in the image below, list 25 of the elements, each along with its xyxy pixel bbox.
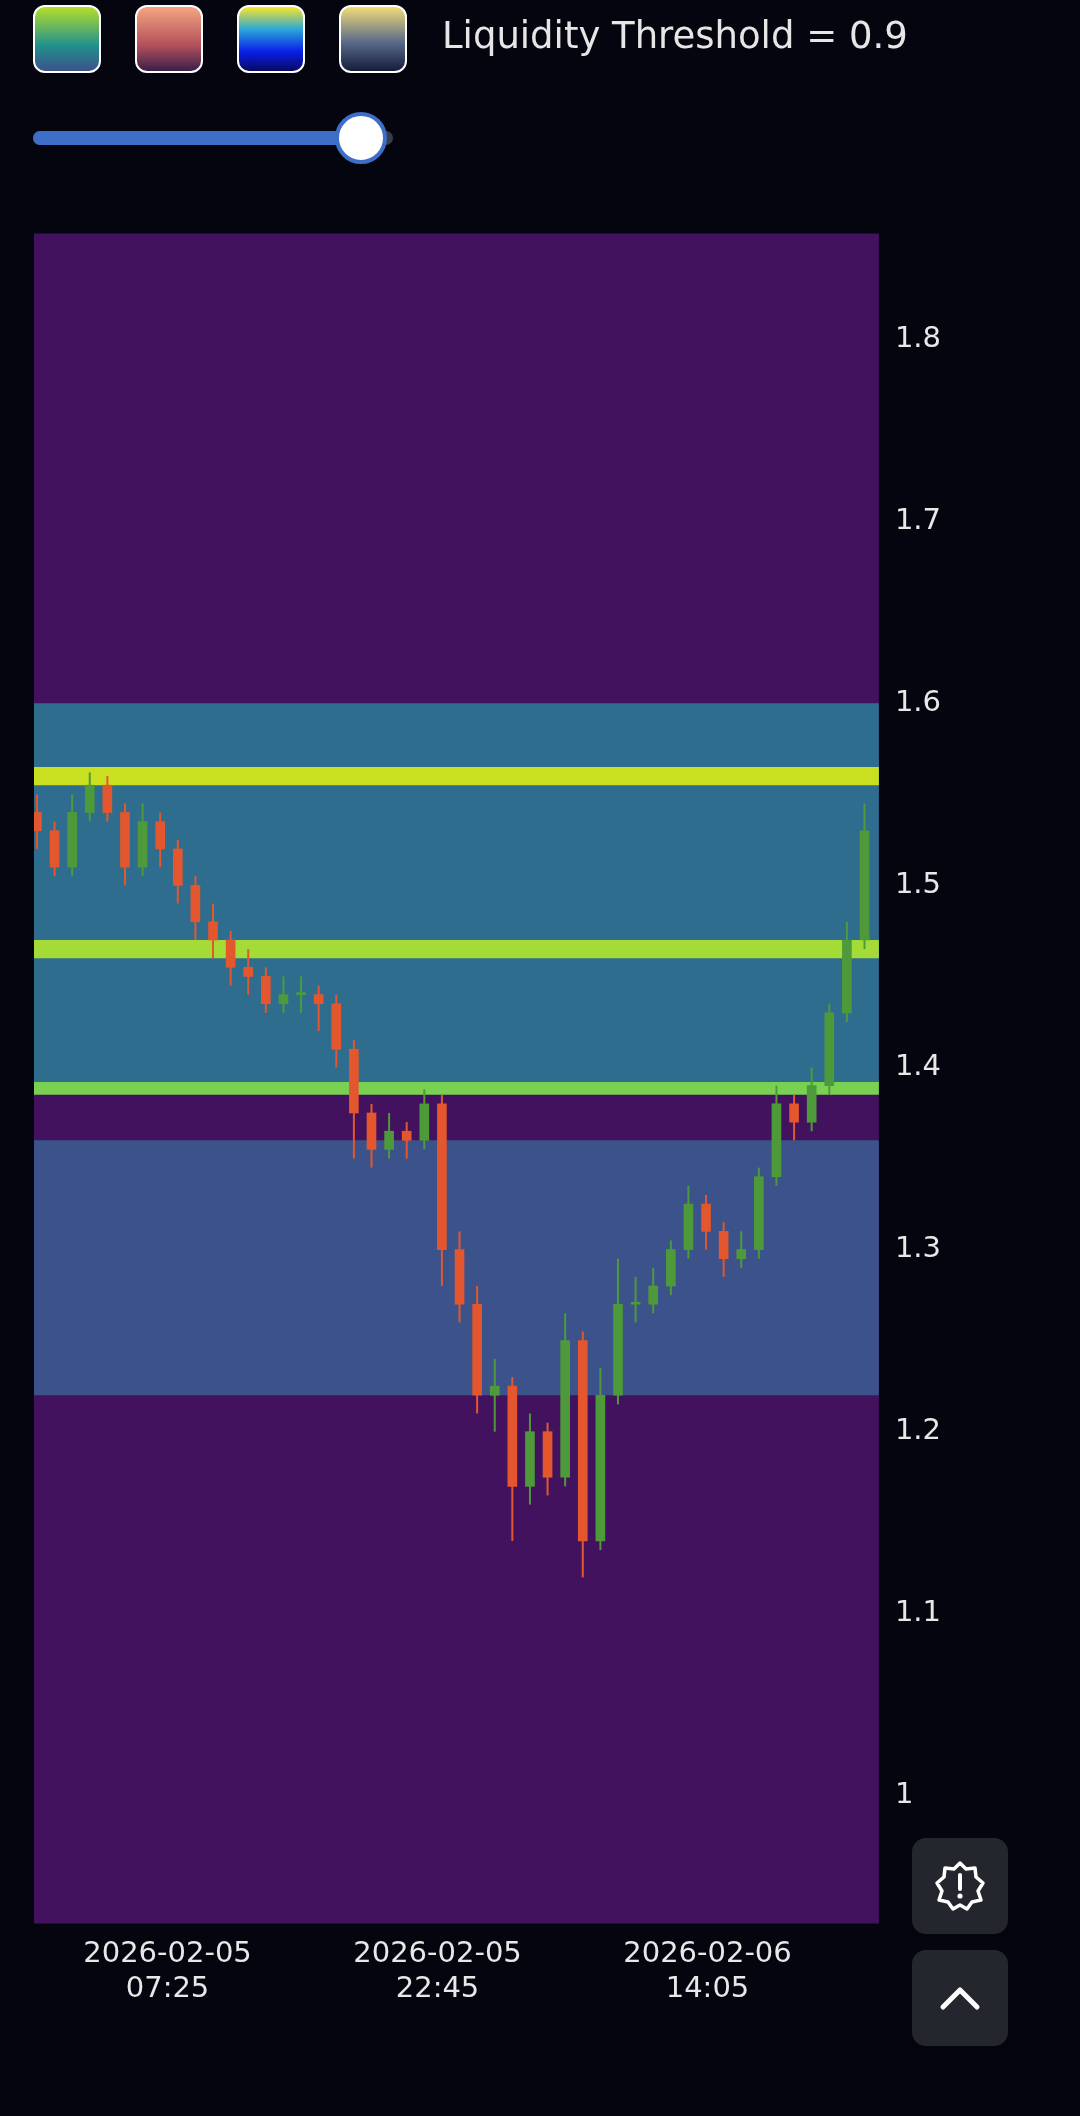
y-tick-label: 1.8	[894, 319, 942, 354]
candlestick	[489, 1357, 500, 1433]
candlestick	[630, 1275, 641, 1324]
y-tick-label: 1.7	[894, 501, 942, 536]
y-tick-label: 1.5	[894, 865, 942, 900]
candlestick	[736, 1230, 747, 1269]
candlestick	[384, 1112, 394, 1160]
candlestick	[208, 902, 218, 960]
y-tick-label: 1.4	[894, 1048, 942, 1082]
x-tick-label: 2026-02-05 07:25	[83, 1935, 252, 2005]
y-tick-label: 1.6	[894, 683, 942, 718]
y-tick-label: 1.3	[894, 1230, 942, 1265]
candlestick	[296, 975, 306, 1014]
x-tick-label: 2026-02-05 22:45	[353, 1935, 522, 2005]
text: Liquidity Threshold = 0.9	[442, 14, 908, 57]
candlestick	[789, 1093, 799, 1142]
y-tick-label: 1.2	[894, 1412, 942, 1447]
candlestick	[648, 1266, 659, 1315]
y-tick-label: 1.1	[894, 1594, 942, 1629]
candlestick	[243, 948, 254, 996]
candlestick	[401, 1121, 412, 1160]
candlestick	[313, 984, 324, 1033]
candlestick	[278, 975, 289, 1014]
x-tick-label: 2026-02-06 14:05	[623, 1935, 792, 2005]
y-tick-label: 1	[894, 1776, 914, 1811]
